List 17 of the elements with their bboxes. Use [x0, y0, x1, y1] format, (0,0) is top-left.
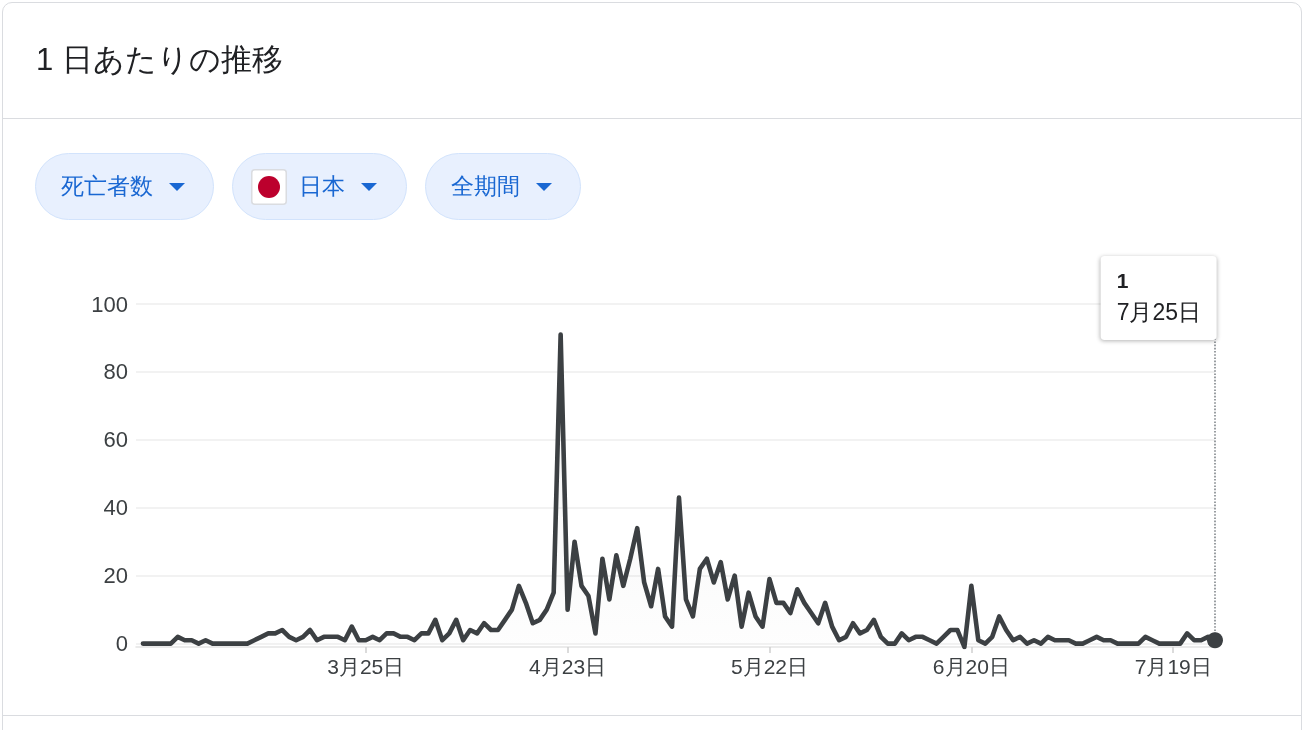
dropdown-button: 死亡者数 — [35, 153, 214, 220]
dropdown-button: 全期間 — [425, 153, 581, 220]
x-tick-label: 6月20日 — [932, 655, 1010, 678]
dropdown-button: 日本 — [232, 153, 407, 220]
y-tick-label: 20 — [103, 563, 128, 589]
x-tick-label: 3月25日 — [327, 655, 405, 678]
y-tick-label: 60 — [103, 427, 128, 453]
y-tick-label: 40 — [103, 495, 128, 521]
y-tick-label: 0 — [115, 631, 128, 657]
x-tick-label: 4月23日 — [529, 655, 607, 678]
y-tick-label: 80 — [103, 359, 128, 385]
tooltip: 1 7月25日 — [1100, 256, 1217, 340]
chart-title: 1 日あたりの推移 — [36, 41, 283, 79]
y-tick-label: 100 — [91, 291, 128, 317]
x-tick-label: 5月22日 — [730, 655, 808, 678]
ref-line-label: 1 7月25日 — [1116, 268, 1201, 327]
x-tick-label: 7月19日 — [1134, 655, 1212, 678]
